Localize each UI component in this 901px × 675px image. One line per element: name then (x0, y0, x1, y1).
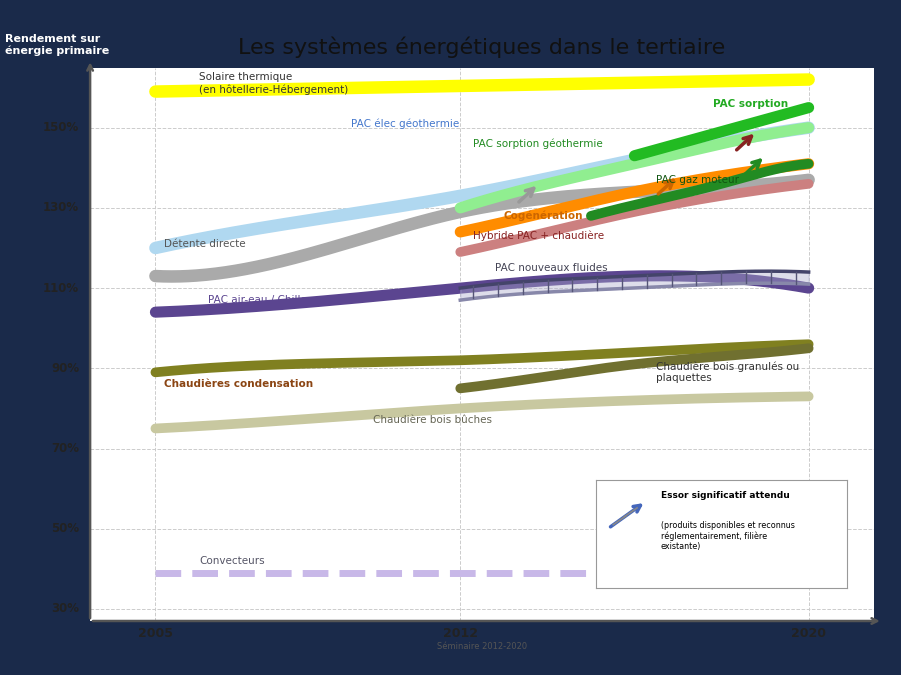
Text: 110%: 110% (43, 281, 79, 294)
Text: PAC gaz moteur: PAC gaz moteur (656, 175, 739, 185)
Text: Séminaire 2012-2020: Séminaire 2012-2020 (437, 642, 527, 651)
Text: 30%: 30% (51, 603, 79, 616)
Text: 130%: 130% (43, 201, 79, 215)
Text: Chaudières condensation: Chaudières condensation (164, 379, 314, 389)
Text: PAC élec géothermie: PAC élec géothermie (351, 118, 460, 129)
Text: 2012: 2012 (442, 627, 478, 640)
Text: Détente directe: Détente directe (164, 239, 246, 249)
Text: Convecteurs: Convecteurs (199, 556, 265, 566)
Text: 2020: 2020 (791, 627, 826, 640)
Text: Chaudière bois bûches: Chaudière bois bûches (373, 415, 492, 425)
Text: Cogénération: Cogénération (504, 211, 583, 221)
Text: 90%: 90% (51, 362, 79, 375)
Text: Chaudière bois granulés ou
plaquettes: Chaudière bois granulés ou plaquettes (656, 361, 799, 383)
Text: Solaire thermique
(en hôtellerie-Hébergement): Solaire thermique (en hôtellerie-Héberge… (199, 72, 348, 94)
Text: 150%: 150% (43, 122, 79, 134)
Text: Rendement sur
énergie primaire: Rendement sur énergie primaire (5, 34, 109, 56)
Text: PAC nouveaux fluides: PAC nouveaux fluides (495, 263, 607, 273)
Text: Hybride PAC + chaudière: Hybride PAC + chaudière (473, 231, 605, 241)
Text: PAC sorption: PAC sorption (713, 99, 788, 109)
Text: 2005: 2005 (138, 627, 173, 640)
Title: Les systèmes énergétiques dans le tertiaire: Les systèmes énergétiques dans le tertia… (239, 36, 725, 57)
Text: PAC sorption géothermie: PAC sorption géothermie (473, 138, 603, 149)
Text: PAC air-eau / Chiller: PAC air-eau / Chiller (208, 295, 311, 305)
Text: 70%: 70% (51, 442, 79, 455)
Text: 50%: 50% (51, 522, 79, 535)
